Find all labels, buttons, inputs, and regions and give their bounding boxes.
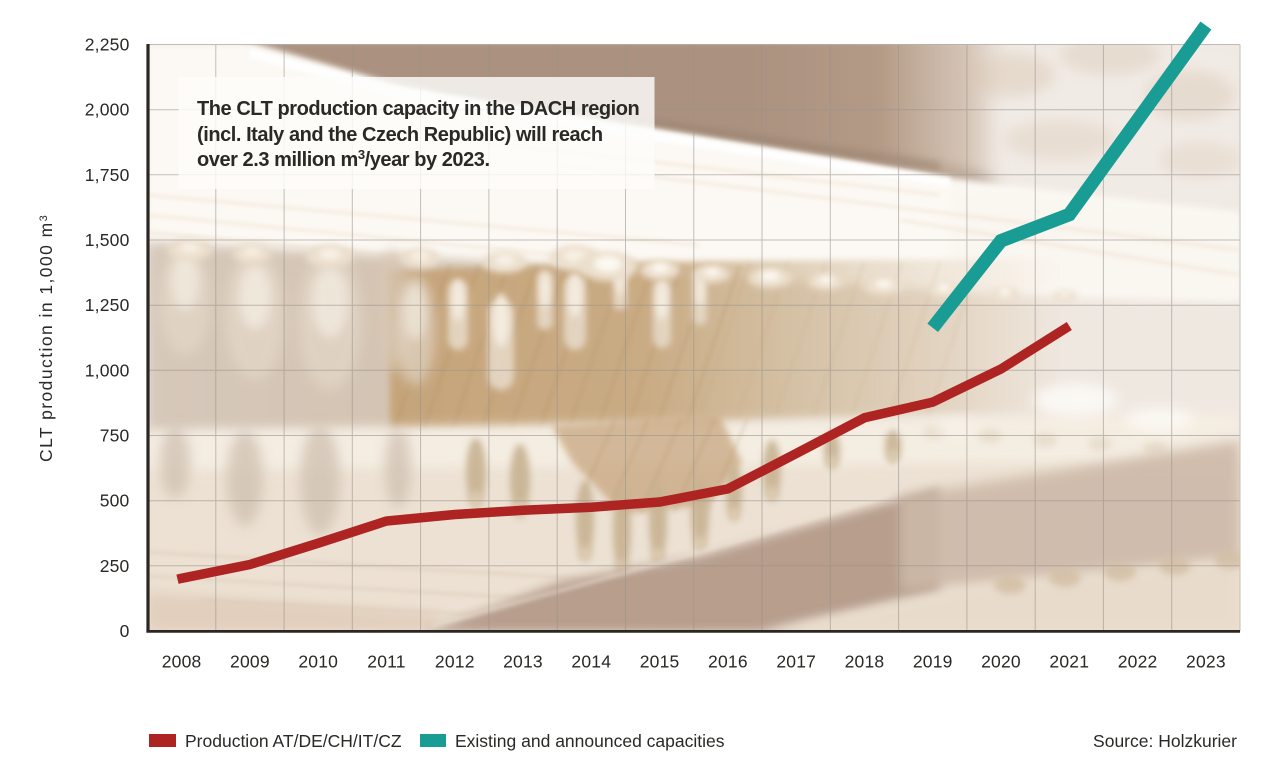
svg-text:over 2.3 million m3/year by 20: over 2.3 million m3/year by 2023. [197,147,490,171]
svg-text:2017: 2017 [776,652,816,672]
svg-text:1,000: 1,000 [85,360,130,380]
svg-text:2,000: 2,000 [85,100,130,120]
svg-text:Source: Holzkurier: Source: Holzkurier [1093,731,1237,751]
svg-text:2011: 2011 [367,652,405,672]
svg-text:2015: 2015 [640,652,680,672]
svg-text:2010: 2010 [298,652,338,672]
svg-text:1,750: 1,750 [85,165,130,185]
svg-text:2022: 2022 [1118,652,1158,672]
svg-text:Existing and announced capacit: Existing and announced capacities [455,731,725,751]
svg-text:1,250: 1,250 [85,295,130,315]
svg-text:(incl. Italy and the Czech Rep: (incl. Italy and the Czech Republic) wil… [197,124,603,146]
svg-text:2018: 2018 [845,652,885,672]
svg-text:CLT production in 1,000 m3: CLT production in 1,000 m3 [36,215,56,462]
svg-text:2014: 2014 [571,652,611,672]
svg-text:2019: 2019 [913,652,953,672]
svg-text:The CLT production capacity in: The CLT production capacity in the DACH … [197,98,639,120]
svg-text:2023: 2023 [1186,652,1226,672]
svg-text:2012: 2012 [435,652,475,672]
svg-text:0: 0 [120,621,130,641]
svg-text:500: 500 [100,491,130,511]
svg-text:2020: 2020 [981,652,1021,672]
svg-text:1,500: 1,500 [85,230,130,250]
svg-text:2,250: 2,250 [85,35,130,55]
svg-text:2021: 2021 [1049,652,1089,672]
svg-text:2013: 2013 [503,652,543,672]
svg-text:250: 250 [100,556,130,576]
svg-text:2009: 2009 [230,652,270,672]
svg-text:750: 750 [100,426,130,446]
svg-text:Production AT/DE/CH/IT/CZ: Production AT/DE/CH/IT/CZ [185,731,402,751]
svg-text:2016: 2016 [708,652,748,672]
svg-text:2008: 2008 [162,652,202,672]
